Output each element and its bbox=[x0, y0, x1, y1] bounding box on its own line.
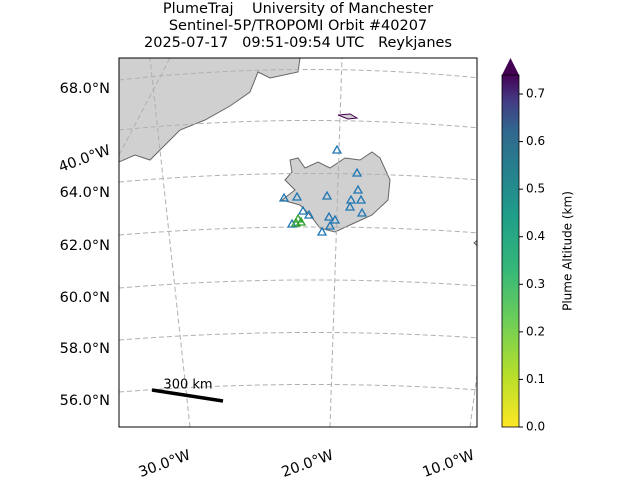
title-line: Sentinel-5P/TROPOMI Orbit #40207 bbox=[169, 18, 427, 34]
colorbar-tick-label: 0.4 bbox=[526, 229, 545, 243]
lon-label: 40.0°W bbox=[57, 142, 113, 175]
lat-label: 62.0°N bbox=[60, 238, 110, 254]
lat-label: 64.0°N bbox=[60, 185, 110, 201]
colorbar-extend bbox=[502, 58, 519, 75]
lon-label: 20.0°W bbox=[280, 447, 336, 480]
scale-bar-label: 300 km bbox=[163, 378, 212, 393]
greenland bbox=[119, 58, 301, 163]
colorbar-tick-label: 0.6 bbox=[526, 134, 545, 148]
colorbar-tick-label: 0.7 bbox=[526, 87, 545, 101]
lat-label: 60.0°N bbox=[60, 290, 110, 306]
graticule bbox=[119, 58, 477, 427]
title-line: PlumeTraj University of Manchester bbox=[163, 1, 433, 17]
colorbar-tick-label: 0.1 bbox=[526, 372, 545, 386]
map-area bbox=[119, 58, 477, 427]
colorbar-tick-label: 0.5 bbox=[526, 182, 545, 196]
colorbar-tick-label: 0.3 bbox=[526, 277, 545, 291]
colorbar-bar bbox=[501, 74, 520, 428]
volcano-markers bbox=[278, 144, 368, 236]
scale-bar bbox=[151, 388, 224, 403]
island bbox=[337, 113, 359, 120]
coast bbox=[473, 239, 477, 247]
lon-label: 10.0°W bbox=[421, 447, 477, 480]
lat-label: 68.0°N bbox=[60, 81, 110, 97]
lat-label: 58.0°N bbox=[60, 341, 110, 357]
lat-label: 56.0°N bbox=[60, 393, 110, 409]
plume-markers bbox=[290, 213, 307, 227]
colorbar-tick-label: 0.0 bbox=[526, 420, 545, 434]
map-frame bbox=[118, 57, 478, 428]
colorbar-tick-label: 0.2 bbox=[526, 324, 545, 338]
title-line: 2025-07-17 09:51-09:54 UTC Reykjanes bbox=[144, 35, 452, 51]
colorbar-label: Plume Altitude (km) bbox=[561, 191, 575, 311]
lon-label: 30.0°W bbox=[137, 447, 193, 480]
colorbar: Plume Altitude (km) 0.0 0.1 0.2 0.3 0.4 0.5 0.… bbox=[501, 58, 575, 434]
